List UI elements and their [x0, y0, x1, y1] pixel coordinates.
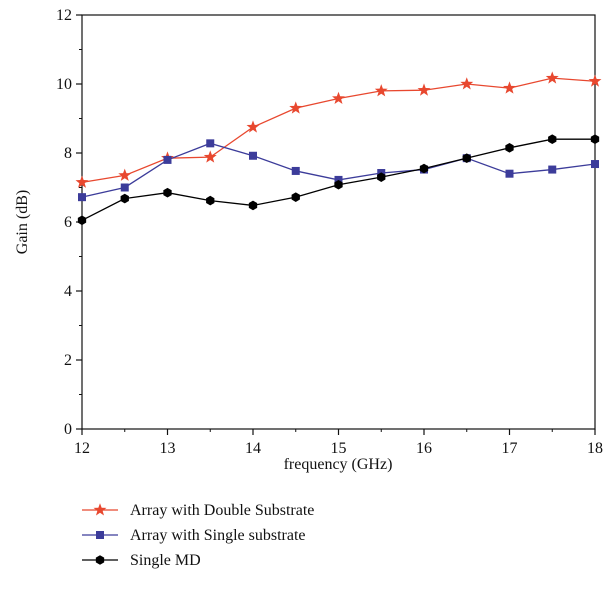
data-point — [505, 169, 514, 178]
data-point — [377, 172, 386, 182]
legend-label: Array with Single substrate — [130, 527, 306, 544]
legend-label: Single MD — [130, 552, 201, 569]
data-point — [334, 179, 343, 190]
series-2 — [77, 134, 600, 226]
data-point — [291, 192, 300, 202]
data-point — [419, 163, 429, 174]
y-tick-label: 12 — [56, 7, 72, 24]
data-point — [289, 101, 303, 114]
data-point — [206, 195, 215, 206]
data-point — [78, 193, 86, 202]
x-axis-label: frequency (GHz) — [284, 456, 393, 473]
data-point — [163, 155, 172, 164]
data-point — [75, 175, 89, 188]
data-point — [163, 187, 172, 198]
x-tick-label: 13 — [160, 440, 176, 457]
data-point — [118, 168, 132, 181]
x-axis-ticks: 12 13 14 15 16 17 18 — [74, 429, 603, 457]
data-point — [120, 183, 129, 192]
y-tick-label: 8 — [64, 145, 72, 162]
data-point — [548, 134, 557, 144]
data-point — [548, 165, 557, 174]
x-tick-label: 14 — [245, 440, 261, 457]
series-lines — [75, 71, 602, 226]
legend-marker — [96, 531, 104, 539]
data-point — [503, 81, 516, 94]
plot-frame — [81, 14, 596, 430]
data-point — [417, 83, 431, 96]
x-tick-label: 17 — [502, 440, 518, 457]
data-point — [590, 134, 600, 144]
legend-marker — [93, 503, 107, 516]
data-point — [246, 120, 260, 133]
y-tick-label: 4 — [64, 283, 72, 300]
data-point — [203, 150, 217, 163]
data-point — [460, 77, 474, 90]
legend-label: Array with Double Substrate — [130, 502, 314, 519]
data-point — [248, 200, 258, 211]
data-point — [505, 143, 514, 153]
data-point — [334, 175, 343, 184]
legend: Array with Double Substrate Array with Si… — [82, 502, 314, 569]
y-axis-label: Gain (dB) — [14, 190, 31, 254]
x-tick-label: 15 — [331, 440, 347, 457]
legend-item: Single MD — [82, 552, 201, 569]
y-axis-ticks: 0 2 4 6 8 10 12 — [56, 7, 82, 438]
x-tick-label: 18 — [587, 440, 603, 457]
x-tick-label: 12 — [74, 440, 90, 457]
data-point — [332, 91, 345, 104]
x-tick-label: 16 — [416, 440, 432, 457]
series-0 — [75, 71, 602, 188]
legend-item: Array with Double Substrate — [82, 502, 314, 519]
data-point — [291, 166, 300, 175]
data-point — [588, 74, 602, 87]
data-point — [545, 71, 559, 84]
data-point — [249, 151, 257, 160]
data-point — [120, 193, 129, 204]
data-point — [591, 160, 599, 169]
data-point — [206, 139, 215, 148]
y-tick-label: 0 — [64, 421, 72, 438]
y-tick-label: 10 — [56, 76, 72, 93]
series-1 — [78, 139, 599, 202]
legend-marker — [95, 555, 105, 565]
legend-item: Array with Single substrate — [82, 527, 306, 544]
y-tick-label: 6 — [64, 214, 72, 231]
y-tick-label: 2 — [64, 352, 72, 369]
data-point — [374, 84, 388, 97]
data-point — [77, 215, 87, 226]
data-point — [462, 153, 471, 163]
